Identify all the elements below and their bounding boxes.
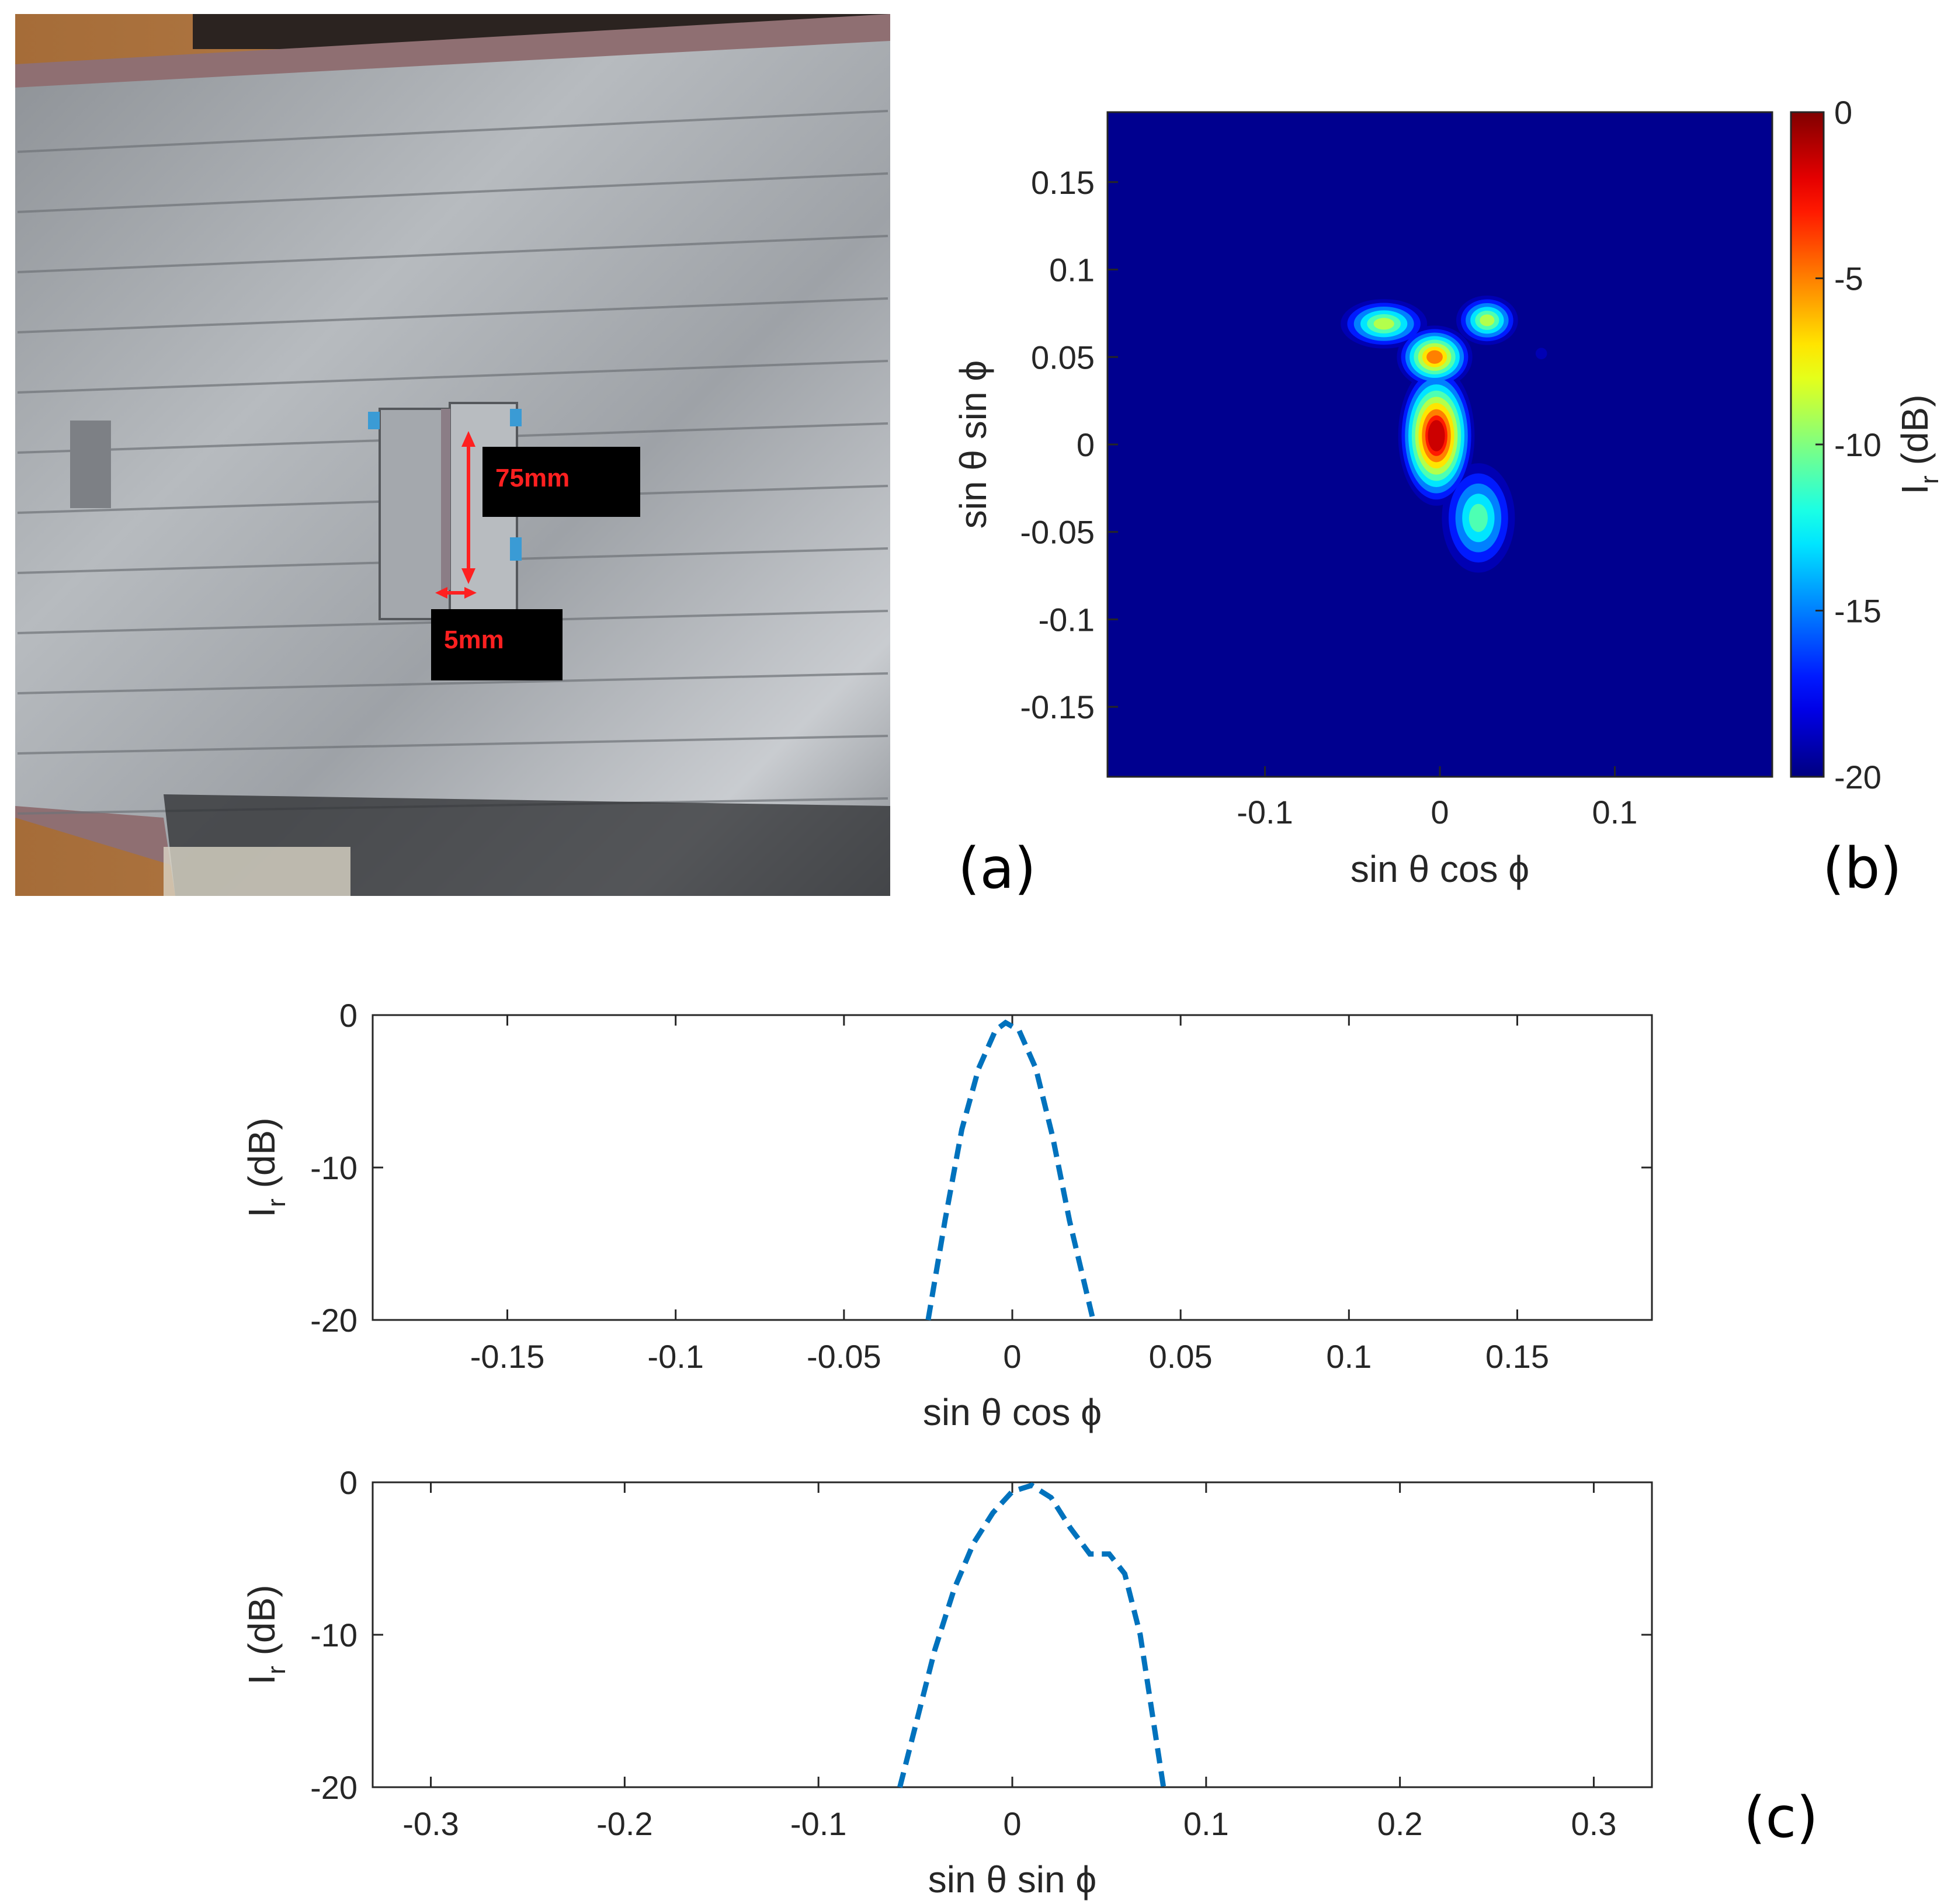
colorbar-label: Ir (dB) (1894, 394, 1944, 494)
line-plot-top-y-label-rest: (dB) (241, 1117, 283, 1198)
heatmap-y-tick-label: 0.1 (1049, 252, 1095, 289)
line-plot-top-y-label-sub: r (262, 1198, 291, 1207)
line-plot-bottom: -0.3 -0.2 -0.1 0 0.1 0.2 0.3 0 -10 -20 sin θ sin … (241, 1464, 1653, 1900)
line-plot-bottom-frame (372, 1481, 1653, 1788)
panel-label-c: (c) (1744, 1785, 1818, 1850)
line-plot-bottom-y-tick-label: -20 (310, 1769, 357, 1806)
width-label: 5mm (444, 626, 504, 654)
foil-seam (17, 235, 888, 273)
line-plot-bottom-y-label: Ir (dB) (241, 1585, 291, 1684)
line-plot-top-x-tick-label: -0.1 (647, 1338, 704, 1375)
foil-seams (17, 110, 888, 815)
line-plot-bottom-y-label-sub: r (262, 1666, 291, 1674)
line-plot-top-y-tick-label: -20 (310, 1302, 357, 1339)
foil-seam (17, 110, 888, 153)
line-plot-bottom-x-tick-label: 0.2 (1377, 1805, 1423, 1842)
panel-label-a: (a) (958, 836, 1036, 901)
line-plot-bottom-y-label-rest: (dB) (241, 1585, 283, 1666)
line-plot-top-y-label: Ir (dB) (241, 1117, 291, 1217)
width-label-box (431, 609, 563, 680)
line-plot-bottom-x-label: sin θ sin ϕ (928, 1858, 1096, 1900)
heatmap-y-tick-label: -0.1 (1039, 601, 1095, 638)
width-arrow-head-left (435, 587, 447, 599)
length-arrow-head-top (461, 431, 475, 447)
width-arrow-head-right (464, 587, 477, 599)
heatmap-blob (1426, 350, 1443, 364)
line-plot-top-ticks: -0.15 -0.1 -0.05 0 0.05 0.1 0.15 0 -10 -20 (310, 997, 1652, 1375)
foil-seam (17, 735, 888, 755)
line-plot-top-x-tick-label: -0.05 (807, 1338, 881, 1375)
photo-floor (164, 847, 350, 896)
heatmap-x-tick-label: 0 (1431, 794, 1449, 831)
colorbar-tick-label: -10 (1834, 426, 1881, 463)
line-plot-bottom-x-tick-label: 0.1 (1183, 1805, 1229, 1842)
heatmap-y-tick-label: -0.05 (1020, 514, 1095, 551)
line-plot-bottom-x-tick-label: -0.3 (402, 1805, 459, 1842)
colorbar-tick-label: -5 (1834, 260, 1863, 297)
colorbar-tick-label: -20 (1834, 759, 1881, 795)
heatmap-x-label: sin θ cos ϕ (1351, 848, 1529, 890)
colorbar-tick-label: -15 (1834, 593, 1881, 630)
panel-label-b: (b) (1822, 836, 1902, 901)
line-plot-top-y-tick-label: 0 (339, 997, 357, 1034)
blue-tape-right (510, 409, 522, 426)
colorbar-label-main: I (1894, 484, 1936, 495)
line-plot-bottom-x-tick-label: -0.1 (790, 1805, 847, 1842)
colorbar-label-sub: r (1915, 475, 1944, 484)
line-plot-top-frame (372, 1014, 1653, 1321)
heatmap-y-tick-label: -0.15 (1020, 689, 1095, 725)
slot-plate-left (379, 408, 451, 620)
heatmap-y-tick-label: 0.05 (1031, 339, 1095, 376)
heatmap-y-tick-label: 0 (1077, 426, 1095, 463)
line-plot-top-series (925, 1019, 1096, 1321)
photo-panel: 75mm 5mm (15, 14, 890, 896)
foil-seam (17, 297, 888, 333)
line-plot-top: -0.15 -0.1 -0.05 0 0.05 0.1 0.15 0 -10 -20 sin θ … (241, 997, 1653, 1433)
heatmap-y-label: sin θ sin ϕ (952, 360, 994, 529)
line-plot-top-x-label: sin θ cos ϕ (923, 1391, 1102, 1433)
foil-seam (17, 360, 888, 394)
heatmap-x-tick-label: 0.1 (1592, 794, 1638, 831)
heatmap-x-tick-label: -0.1 (1237, 794, 1293, 831)
line-plot-bottom-y-tick-label: 0 (339, 1464, 357, 1501)
line-plot-top-x-tick-label: 0.15 (1485, 1338, 1549, 1375)
line-plot-top-x-tick-label: -0.15 (470, 1338, 545, 1375)
line-plot-bottom-x-tick-label: 0 (1003, 1805, 1021, 1842)
line-plot-bottom-y-tick-label: -10 (310, 1617, 357, 1653)
line-plot-bottom-series (897, 1482, 1167, 1788)
length-arrow-head-bottom (461, 568, 475, 584)
blue-tape-lower (510, 537, 522, 561)
line-plot-top-y-label-main: I (241, 1207, 283, 1218)
line-plot-top-x-tick-label: 0.05 (1149, 1338, 1213, 1375)
line-plot-bottom-ticks: -0.3 -0.2 -0.1 0 0.1 0.2 0.3 0 -10 -20 (310, 1464, 1652, 1842)
line-plot-top-x-tick-label: 0.1 (1326, 1338, 1372, 1375)
heatmap-blobs (1341, 296, 1547, 573)
line-plot-bottom-x-tick-label: 0.3 (1571, 1805, 1617, 1842)
heatmap-blob (1373, 318, 1394, 330)
colorbar-tick-label: 0 (1834, 94, 1852, 131)
foil-seam (17, 672, 888, 694)
line-plot-bottom-y-label-main: I (241, 1674, 283, 1685)
colorbar-ticks: 0 -5 -10 -15 -20 (1815, 94, 1881, 795)
slot-gap (441, 409, 450, 590)
heatmap-panel: -0.1 0 0.1 0.15 0.1 0.05 0 -0.05 -0.1 -0.15 sin θ… (952, 94, 1944, 890)
foil-seam (17, 172, 888, 213)
heatmap-blob (1480, 314, 1495, 326)
heatmap-y-tick-label: 0.15 (1031, 164, 1095, 201)
line-plot-top-y-tick-label: -10 (310, 1149, 357, 1186)
heatmap-blob (1535, 348, 1547, 360)
side-tape-patch (70, 421, 111, 508)
line-plot-bottom-x-tick-label: -0.2 (596, 1805, 653, 1842)
heatmap-blob (1428, 420, 1445, 451)
colorbar-label-rest: (dB) (1894, 394, 1936, 475)
heatmap-blob (1469, 503, 1488, 532)
line-plot-top-x-tick-label: 0 (1003, 1338, 1021, 1375)
blue-tape-left (368, 412, 380, 429)
heatmap-ticks: -0.1 0 0.1 0.15 0.1 0.05 0 -0.05 -0.1 -0.15 (1020, 164, 1637, 831)
length-label: 75mm (495, 464, 570, 492)
length-label-box (482, 447, 640, 517)
